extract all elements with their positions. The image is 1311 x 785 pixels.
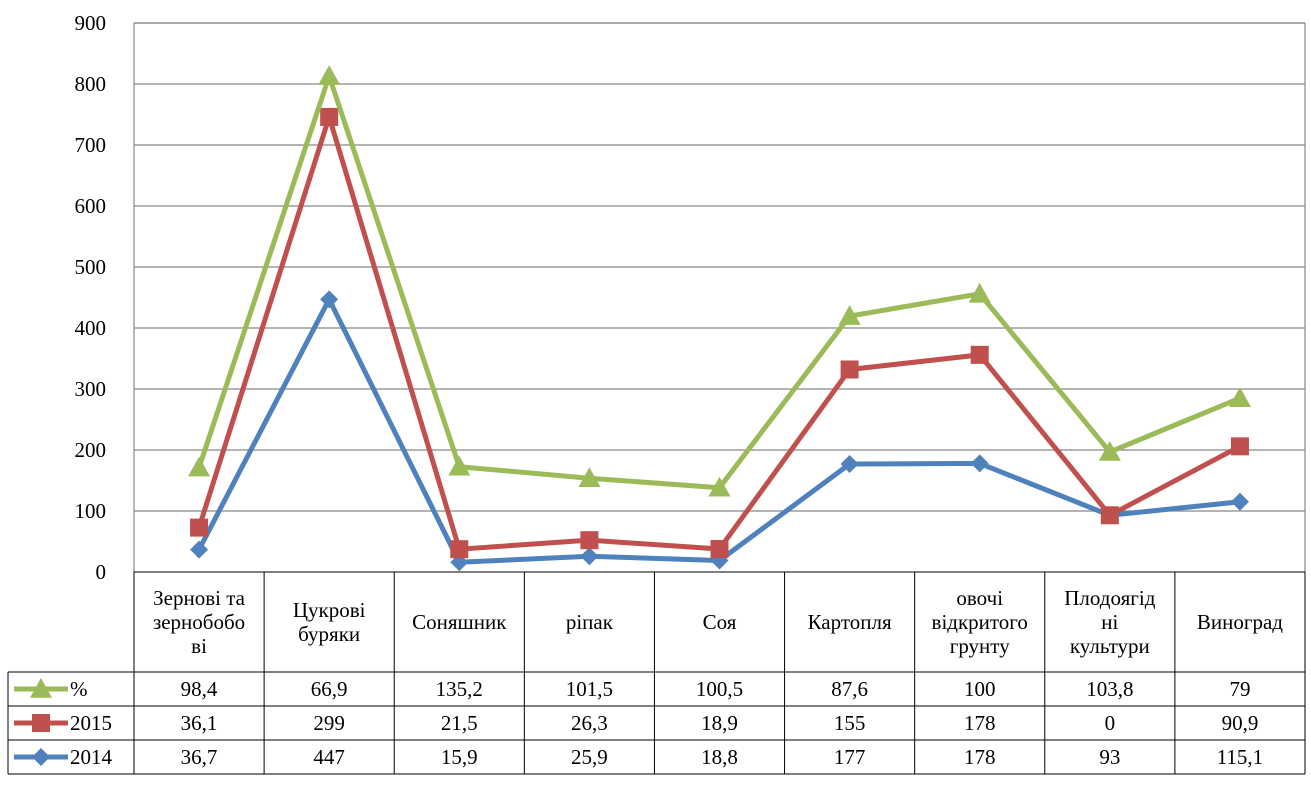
data-point-triangle	[838, 305, 861, 325]
data-table-cell: 103,8	[1086, 677, 1133, 701]
category-label: овочі відкритого грунту	[932, 586, 1028, 658]
data-point-diamond	[580, 547, 599, 566]
y-tick-label: 300	[75, 377, 107, 401]
data-point-square	[710, 540, 729, 559]
data-point-square	[190, 518, 209, 537]
category-label: Картопля	[808, 610, 892, 634]
data-point-square	[1100, 506, 1119, 525]
data-point-diamond	[320, 290, 339, 309]
category-label: Соя	[703, 610, 737, 634]
series-layer	[188, 65, 1251, 572]
y-tick-label: 800	[75, 72, 107, 96]
data-table-cell: 100,5	[696, 677, 743, 701]
y-tick-label: 900	[75, 11, 107, 35]
series-line	[196, 73, 1241, 491]
data-table-cell: 98,4	[181, 677, 218, 701]
data-point-square	[970, 345, 989, 364]
data-table-cell: 36,1	[181, 711, 218, 735]
y-axis: 0 100 200 300 400 500 600 700 800 900	[75, 11, 107, 584]
data-point-square	[580, 531, 599, 550]
data-table-cell: 93	[1099, 745, 1120, 769]
data-table-cell: 36,7	[181, 745, 218, 769]
legend-label: 2014	[70, 745, 113, 769]
data-point-triangle	[448, 455, 471, 476]
category-label: Плодоягід ні культури	[1064, 586, 1155, 658]
legend-label: 2015	[70, 711, 112, 735]
category-label: Зернові та зернобобо ві	[153, 586, 246, 658]
category-label: Виноград	[1197, 610, 1283, 634]
y-tick-label: 700	[75, 133, 107, 157]
data-point-triangle	[318, 65, 341, 85]
data-table-cell: 18,9	[701, 711, 738, 735]
data-table-cell: 178	[964, 745, 996, 769]
data-table-cell: 66,9	[311, 677, 348, 701]
data-table-cell: 447	[313, 745, 345, 769]
series-percent	[188, 65, 1251, 497]
series-2014	[190, 290, 1249, 572]
data-table-cell: 135,2	[436, 677, 483, 701]
data-table-cell: 26,3	[571, 711, 608, 735]
data-point-triangle	[708, 476, 731, 497]
y-tick-label: 0	[96, 560, 107, 584]
data-table-cell: 100	[964, 677, 996, 701]
data-table-cell: 155	[834, 711, 866, 735]
data-table-cell: 90,9	[1222, 711, 1259, 735]
data-table-cell: 21,5	[441, 711, 478, 735]
data-point-triangle	[1098, 440, 1121, 461]
data-point-diamond	[970, 454, 989, 473]
data-point-triangle	[1228, 387, 1251, 407]
y-tick-label: 200	[75, 438, 107, 462]
series-2015	[190, 107, 1249, 559]
data-table-cell: 15,9	[441, 745, 478, 769]
data-point-diamond	[190, 540, 209, 559]
y-tick-label: 600	[75, 194, 107, 218]
category-label: ріпак	[566, 610, 614, 634]
data-point-square	[840, 360, 859, 379]
data-point-square	[1230, 437, 1249, 456]
data-point-diamond	[840, 455, 859, 474]
data-point-triangle	[578, 467, 601, 488]
data-point-triangle	[968, 282, 991, 303]
data-point-square	[32, 714, 50, 732]
legend-label: %	[70, 677, 88, 701]
series-line	[196, 296, 1241, 565]
data-table-cell: 0	[1105, 711, 1116, 735]
data-table-cell: 299	[313, 711, 345, 735]
data-table-cell: 25,9	[571, 745, 608, 769]
category-label: Цукрові буряки	[293, 598, 366, 646]
data-table-cell: 87,6	[831, 677, 868, 701]
data-point-diamond	[32, 748, 50, 766]
data-table-cell: 18,8	[701, 745, 738, 769]
y-tick-label: 400	[75, 316, 107, 340]
y-tick-label: 500	[75, 255, 107, 279]
data-point-diamond	[1230, 492, 1249, 511]
data-point-triangle	[30, 678, 52, 698]
gridlines	[133, 22, 1306, 572]
data-point-triangle	[188, 456, 211, 477]
data-point-square	[450, 540, 469, 559]
category-label: Соняшник	[412, 610, 507, 634]
data-table-cell: 101,5	[566, 677, 613, 701]
data-table: Зернові та зернобобо ві Цукрові буряки Соняшн…	[7, 571, 1306, 775]
data-table-cell: 115,1	[1217, 745, 1263, 769]
data-table-cell: 178	[964, 711, 996, 735]
data-point-square	[320, 107, 339, 126]
y-tick-label: 100	[75, 499, 107, 523]
data-table-cell: 79	[1229, 677, 1250, 701]
data-table-cell: 177	[834, 745, 866, 769]
